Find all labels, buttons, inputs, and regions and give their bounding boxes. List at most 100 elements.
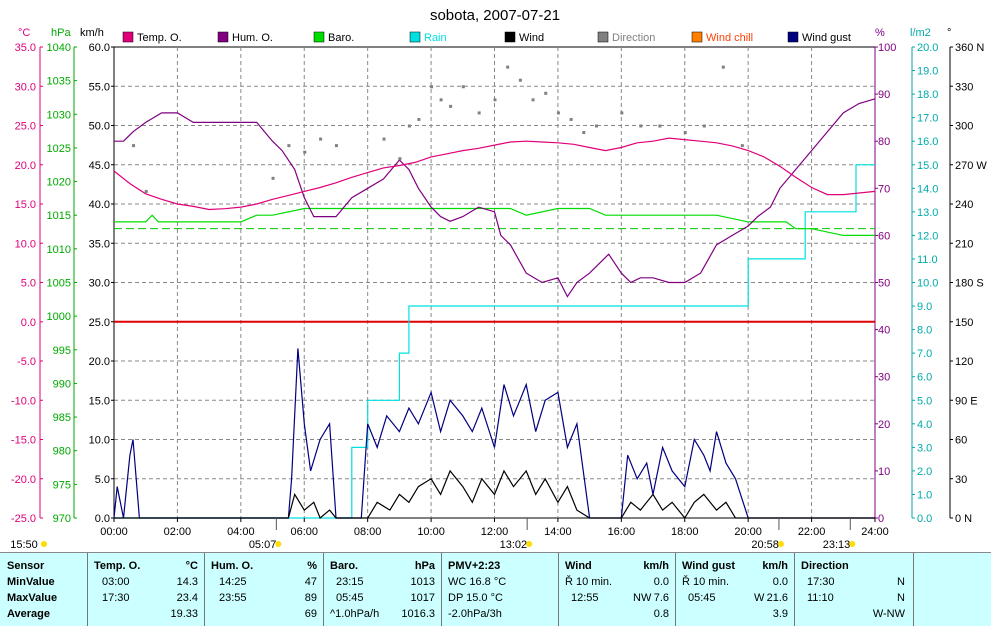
wind-axis-tick-label: 35.0 [89, 238, 110, 250]
col-unit: % [307, 560, 317, 572]
min-value: 47 [304, 576, 317, 588]
direction-point [702, 124, 706, 128]
summary-row-labels: Sensor MinValue MaxValue Average [0, 553, 88, 626]
x-tick-label: 00:00 [100, 526, 128, 538]
time-marker-label: 13:02 [500, 539, 528, 551]
direction-point [477, 111, 481, 115]
summary-col-gust: Wind gust km/h Ř 10 min. 0.0 05:45 W 21.… [676, 553, 795, 626]
rain-axis-tick-label: 15.0 [917, 160, 938, 172]
rain-axis-tick-label: 5.0 [917, 395, 932, 407]
rain-axis-tick-label: 16.0 [917, 136, 938, 148]
min-value: N [897, 576, 905, 588]
row-label-min: MinValue [7, 576, 55, 588]
temp-unit-label: °C [18, 27, 30, 39]
x-axis: 00:00 02:00 04:00 06:00 08:00 10:00 12:00 14:00… [10, 518, 889, 551]
temp-axis-tick-label: 30.0 [15, 81, 36, 93]
max-direction: W [754, 592, 765, 604]
summary-col-hum: Hum. O. % 14:25 47 23:55 89 69 [205, 553, 324, 626]
baro-axis-tick-label: 1010 [47, 244, 71, 256]
legend-label: Baro. [328, 32, 354, 44]
legend-swatch [313, 31, 325, 43]
wind-gust-series-line [113, 348, 875, 519]
x-tick-label: 02:00 [164, 526, 192, 538]
dew-point-value: DP 15.0 °C [448, 592, 503, 604]
wind-axis-tick-label: 55.0 [89, 81, 110, 93]
max-value: 21.6 [766, 592, 788, 604]
weather-chart: sobota, 2007-07-21 Temp. O. Hum. O. Baro. R… [10, 7, 987, 551]
avg-value: 0.8 [653, 608, 669, 620]
max-value: 1017 [410, 592, 435, 604]
direction-point [334, 144, 338, 148]
rain-axis-tick-label: 0.0 [917, 513, 932, 525]
direction-point [407, 124, 411, 128]
max-direction: NW [633, 592, 652, 604]
rain-axis-tick-label: 2.0 [917, 466, 932, 478]
rain-axis-tick-label: 4.0 [917, 419, 932, 431]
col-title: Direction [801, 560, 849, 572]
dir-axis-tick-label: 90 E [955, 395, 978, 407]
max-time: 05:45 [336, 592, 364, 604]
temp-axis-tick-label: -10.0 [11, 395, 36, 407]
col-title: Baro. [330, 560, 359, 572]
rain-axis-tick-label: 6.0 [917, 372, 932, 384]
direction-point [683, 131, 687, 135]
legend-swatch [217, 31, 229, 43]
wind-axis-tick-label: 60.0 [89, 42, 110, 54]
legend-swatch [122, 31, 134, 43]
col-unit: km/h [643, 560, 669, 572]
time-marker-dot [849, 541, 856, 547]
max-value: 89 [304, 592, 317, 604]
min-time: 23:15 [336, 576, 364, 588]
baro-axis-tick-label: 1020 [47, 177, 71, 189]
direction-point [569, 117, 573, 121]
rain-axis-tick-label: 3.0 [917, 442, 932, 454]
x-tick-label: 06:00 [290, 526, 318, 538]
wind-axis-tick-label: 50.0 [89, 121, 110, 133]
hum-axis-tick-label: 70 [878, 183, 890, 195]
rain-axis-tick-label: 18.0 [917, 89, 938, 101]
legend-label: Hum. O. [232, 32, 273, 44]
wind-axis-tick-label: 20.0 [89, 356, 110, 368]
min-value: 0.0 [653, 576, 669, 588]
baro-axis-tick-label: 1005 [47, 278, 71, 290]
col-unit: °C [185, 560, 198, 572]
direction-point [398, 157, 402, 161]
pressure-trend: -2.0hPa/3h [448, 608, 502, 620]
baro-axis-tick-label: 970 [53, 513, 71, 525]
hum-axis-tick-label: 20 [878, 419, 890, 431]
summary-col-direction: Direction 17:30 N 11:10 N W-NW [795, 553, 914, 626]
avg-value: 19.33 [170, 608, 198, 620]
legend-swatch [597, 31, 609, 43]
hum-axis-tick-label: 90 [878, 89, 890, 101]
wind-axis-tick-label: 25.0 [89, 317, 110, 329]
dir-axis-tick-label: 210 [955, 238, 973, 250]
temp-o-series-line [113, 137, 876, 211]
legend-swatch [504, 31, 516, 43]
direction-point [287, 144, 291, 148]
hum-unit-label: % [875, 27, 885, 39]
time-marker-label: 15:50 [10, 539, 38, 551]
avg-value: 69 [304, 608, 317, 620]
dir-unit-label: ° [947, 27, 951, 39]
direction-point [417, 117, 421, 121]
hum-axis-tick-label: 80 [878, 136, 890, 148]
baro-axis-tick-label: 980 [53, 446, 71, 458]
hum-axis-tick-label: 40 [878, 325, 890, 337]
avg-value: 1016.3 [401, 608, 435, 620]
summary-col-pmv: PMV+2:23 WC 16.8 °C DP 15.0 °C -2.0hPa/3… [442, 553, 559, 626]
baro-axis-tick-label: 985 [53, 412, 71, 424]
rain-axis-tick-label: 10.0 [917, 278, 938, 290]
hum-axis-tick-label: 50 [878, 278, 890, 290]
direction-point [461, 85, 465, 89]
hum-o-series-line [114, 98, 876, 298]
col-title: PMV+2:23 [448, 560, 501, 572]
baro-axis-tick-label: 1000 [47, 311, 71, 323]
wind-axis-tick-label: 0.0 [95, 513, 110, 525]
x-tick-label: 20:00 [734, 526, 762, 538]
dir-axis-tick-label: 150 [955, 317, 973, 329]
baro-axis-tick-label: 990 [53, 378, 71, 390]
x-tick-label: 04:00 [227, 526, 255, 538]
chart-legend: Temp. O. Hum. O. Baro. Rain Wind Direction Win… [122, 31, 851, 44]
direction-point [639, 124, 643, 128]
x-tick-label: 12:00 [481, 526, 509, 538]
